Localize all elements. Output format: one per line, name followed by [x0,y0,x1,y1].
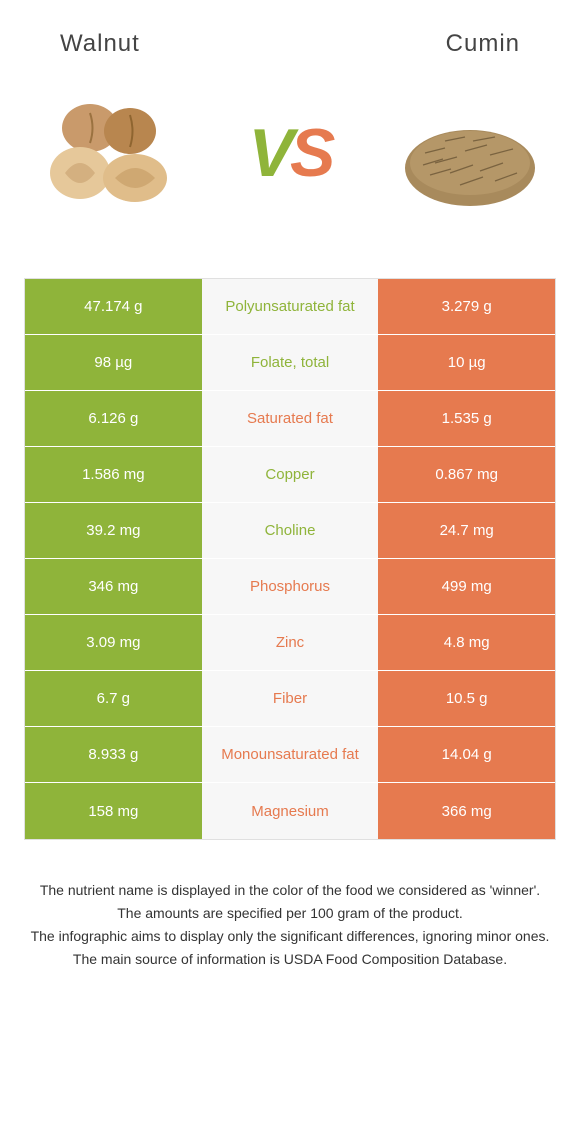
table-row: 98 µgFolate, total10 µg [25,335,555,391]
cumin-icon [395,93,545,213]
right-value: 366 mg [378,783,555,839]
left-value: 47.174 g [25,279,202,334]
left-value: 158 mg [25,783,202,839]
left-value: 1.586 mg [25,447,202,502]
nutrient-label: Copper [202,447,379,502]
left-value: 39.2 mg [25,503,202,558]
vs-label: VS [249,114,332,192]
nutrient-label: Saturated fat [202,391,379,446]
hero: VS [0,68,580,258]
right-value: 0.867 mg [378,447,555,502]
left-value: 346 mg [25,559,202,614]
header: Walnut Cumin [0,0,580,68]
walnut-image [30,88,190,218]
right-value: 24.7 mg [378,503,555,558]
left-food-title: Walnut [60,30,140,58]
nutrient-label: Zinc [202,615,379,670]
table-row: 1.586 mgCopper0.867 mg [25,447,555,503]
left-value: 98 µg [25,335,202,390]
vs-v: V [249,114,290,192]
table-row: 158 mgMagnesium366 mg [25,783,555,839]
nutrient-label: Phosphorus [202,559,379,614]
nutrient-label: Polyunsaturated fat [202,279,379,334]
right-value: 14.04 g [378,727,555,782]
table-row: 47.174 gPolyunsaturated fat3.279 g [25,279,555,335]
footer-line-3: The infographic aims to display only the… [30,926,550,947]
footer: The nutrient name is displayed in the co… [0,840,580,970]
footer-line-1: The nutrient name is displayed in the co… [30,880,550,901]
table-row: 346 mgPhosphorus499 mg [25,559,555,615]
footer-line-4: The main source of information is USDA F… [30,949,550,970]
table-row: 39.2 mgCholine24.7 mg [25,503,555,559]
right-value: 10 µg [378,335,555,390]
table-row: 6.7 gFiber10.5 g [25,671,555,727]
cumin-image [390,88,550,218]
nutrient-label: Magnesium [202,783,379,839]
nutrient-label: Choline [202,503,379,558]
right-value: 499 mg [378,559,555,614]
right-food-title: Cumin [446,30,520,58]
right-value: 3.279 g [378,279,555,334]
left-value: 6.126 g [25,391,202,446]
footer-line-2: The amounts are specified per 100 gram o… [30,903,550,924]
table-row: 8.933 gMonounsaturated fat14.04 g [25,727,555,783]
left-value: 8.933 g [25,727,202,782]
left-value: 3.09 mg [25,615,202,670]
nutrient-label: Monounsaturated fat [202,727,379,782]
left-value: 6.7 g [25,671,202,726]
nutrient-label: Folate, total [202,335,379,390]
right-value: 4.8 mg [378,615,555,670]
table-row: 3.09 mgZinc4.8 mg [25,615,555,671]
right-value: 1.535 g [378,391,555,446]
table-row: 6.126 gSaturated fat1.535 g [25,391,555,447]
nutrient-table: 47.174 gPolyunsaturated fat3.279 g98 µgF… [24,278,556,840]
vs-s: S [290,114,331,192]
walnut-icon [35,93,185,213]
right-value: 10.5 g [378,671,555,726]
nutrient-label: Fiber [202,671,379,726]
